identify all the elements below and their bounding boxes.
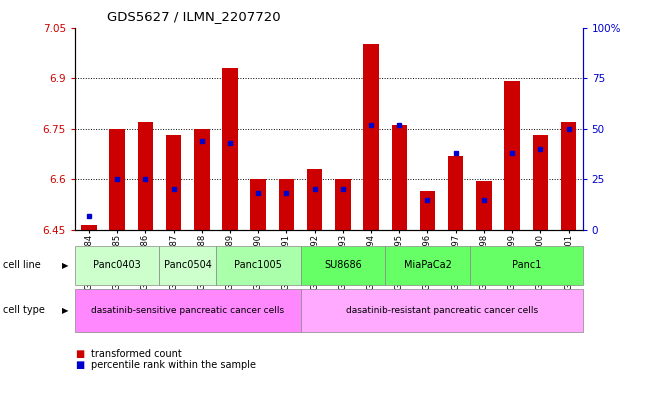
Bar [420,191,436,230]
Text: Panc1005: Panc1005 [234,260,282,270]
Text: transformed count: transformed count [91,349,182,360]
Text: Panc0504: Panc0504 [164,260,212,270]
Text: GDS5627 / ILMN_2207720: GDS5627 / ILMN_2207720 [107,10,281,23]
Bar [307,169,322,230]
Bar [279,179,294,230]
Text: SU8686: SU8686 [324,260,362,270]
Bar [561,122,576,230]
Text: MiaPaCa2: MiaPaCa2 [404,260,451,270]
Text: dasatinib-resistant pancreatic cancer cells: dasatinib-resistant pancreatic cancer ce… [346,306,538,315]
Text: Panc0403: Panc0403 [93,260,141,270]
Bar [166,136,182,230]
Text: ■: ■ [75,349,84,360]
Text: Panc1: Panc1 [512,260,541,270]
Bar [194,129,210,230]
Text: percentile rank within the sample: percentile rank within the sample [91,360,256,371]
Text: ▶: ▶ [62,261,68,270]
Bar [448,156,464,230]
Bar [137,122,153,230]
Text: ■: ■ [75,360,84,371]
Bar [335,179,351,230]
Bar [81,225,97,230]
Bar [363,44,379,230]
Text: cell line: cell line [3,260,41,270]
Bar [476,181,492,230]
Bar [251,179,266,230]
Bar [109,129,125,230]
Text: dasatinib-sensitive pancreatic cancer cells: dasatinib-sensitive pancreatic cancer ce… [91,306,284,315]
Bar [533,136,548,230]
Bar [222,68,238,230]
Bar [505,81,520,230]
Text: cell type: cell type [3,305,45,316]
Text: ▶: ▶ [62,306,68,315]
Bar [391,125,407,230]
